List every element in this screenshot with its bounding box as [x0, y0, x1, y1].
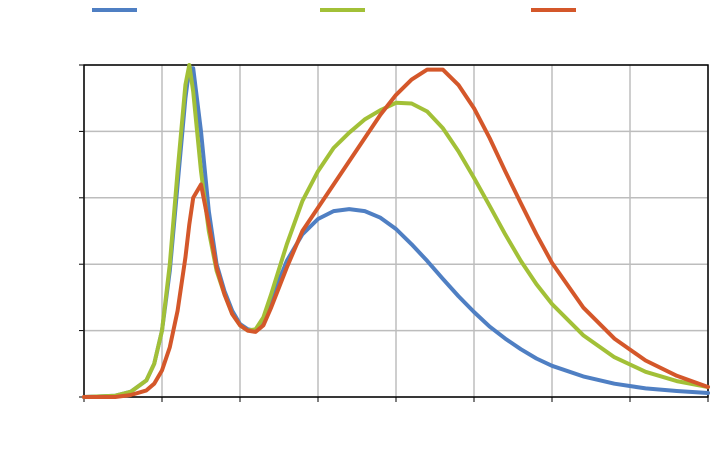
- series-line: [82, 67, 710, 399]
- plot-frame: [83, 64, 709, 398]
- series-line: [82, 63, 710, 399]
